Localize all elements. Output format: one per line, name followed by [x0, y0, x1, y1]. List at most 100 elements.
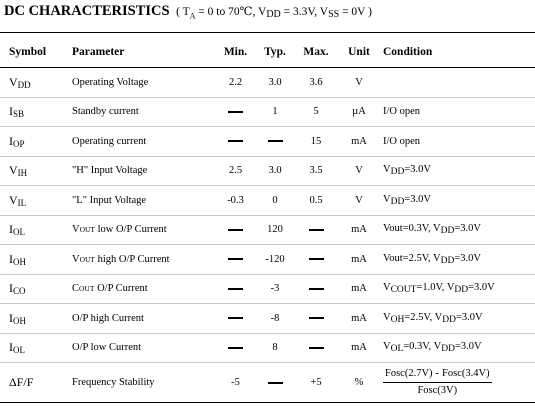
symbol-subscript: IL: [17, 197, 27, 208]
condition-symbol-sub: DD: [440, 255, 455, 266]
dc-characteristics-table: Symbol Parameter Min. Typ. Max. Unit Con…: [0, 32, 535, 403]
formula-term: Fosc(3.4V): [442, 368, 490, 379]
dash-mark: [267, 381, 283, 384]
max-value: [294, 215, 338, 245]
parameter-symbol-sub: OUT: [79, 225, 96, 235]
unit-value: mA: [351, 224, 367, 236]
symbol-cell: IOL: [0, 333, 66, 363]
condition-value: =3.0V: [456, 311, 483, 323]
condition-cell: [380, 68, 535, 98]
symbol-cell: VDD: [0, 68, 66, 98]
max-value: +5: [310, 377, 322, 388]
parameter-cell: O/P high Current: [66, 304, 215, 334]
unit-value: %: [354, 377, 364, 388]
max-value: 5: [313, 106, 319, 118]
typ-value: 8: [272, 342, 278, 354]
condition-value: =3.0V: [454, 223, 481, 235]
parameter-cell: Frequency Stability: [66, 363, 215, 403]
dash-mark: [228, 317, 243, 320]
condition-text: I/O open: [383, 106, 421, 118]
symbol-cell: IOH: [0, 304, 66, 334]
dash-mark: [308, 346, 324, 349]
condition-symbol: V: [383, 282, 391, 294]
parameter-text: low O/P Current: [95, 224, 167, 236]
table-row: IOP Operating current 15 mA I/O open: [0, 127, 535, 157]
parameter-symbol-sub: OUT: [79, 284, 95, 294]
header-unit: Unit: [338, 32, 380, 68]
condition-symbol-sub: DD: [390, 167, 405, 178]
table-row: IOL O/P low Current 8 mA VOL=0.3V, VDD=3.0V: [0, 333, 535, 363]
table-row: IOH VOUT high O/P Current -120 mA Vout=2.5V,…: [0, 245, 535, 275]
symbol-base: I: [9, 133, 13, 148]
min-value: [215, 215, 256, 245]
symbol-cell: VIH: [0, 156, 66, 186]
symbol-cell: VIL: [0, 186, 66, 216]
dash-mark: [308, 287, 324, 290]
min-value: [215, 333, 256, 363]
parameter-cell: VOUT low O/P Current: [66, 215, 215, 245]
condition-value: =3.0V: [404, 164, 431, 176]
typ-value: 120: [267, 224, 283, 236]
parameter-cell: Operating current: [66, 127, 215, 157]
table-row: IOL VOUT low O/P Current 120 mA Vout=0.3V, V…: [0, 215, 535, 245]
table-header-row: Symbol Parameter Min. Typ. Max. Unit Con…: [0, 32, 535, 68]
max-value: [294, 304, 338, 334]
dash-mark: [228, 228, 243, 231]
parameter-cell: Operating Voltage: [66, 68, 215, 98]
condition-symbol-sub: DD: [441, 344, 455, 355]
condition-cell: VDD=3.0V: [380, 156, 535, 186]
condition-cell: I/O open: [380, 97, 535, 127]
condition-text: Vout=0.3V,: [383, 223, 433, 235]
parameter-text: O/P low Current: [72, 342, 142, 354]
parameter-cell: VOUT high O/P Current: [66, 245, 215, 275]
typ-value: -3: [270, 283, 280, 295]
typ-value: -8: [270, 312, 280, 324]
condition-symbol: V: [383, 311, 391, 323]
dash-mark: [267, 140, 283, 143]
header-parameter: Parameter: [66, 32, 215, 68]
condition-symbol-sub: OH: [390, 314, 405, 325]
condition-symbol: V: [383, 193, 391, 205]
parameter-text: O/P Current: [94, 283, 148, 295]
dash-mark: [228, 258, 243, 261]
condition-symbol-sub: DD: [390, 196, 405, 207]
parameter-cell: "H" Input Voltage: [66, 156, 215, 186]
symbol-base: I: [9, 104, 13, 119]
unit-value: mA: [351, 135, 367, 147]
symbol-base: I: [9, 310, 13, 325]
typ-value: [256, 363, 294, 403]
parameter-text: "H" Input Voltage: [72, 165, 148, 177]
formula-minus: -: [435, 368, 440, 379]
symbol-subscript: OP: [13, 138, 25, 149]
parameter-text: Operating Voltage: [72, 76, 149, 88]
unit-value: V: [355, 76, 363, 88]
header-symbol: Symbol: [0, 32, 66, 68]
unit-value: mA: [351, 253, 367, 265]
condition-symbol-sub: COUT: [390, 285, 417, 296]
condition-cell: I/O open: [380, 127, 535, 157]
dash-mark: [308, 228, 324, 231]
dash-mark: [228, 140, 243, 143]
symbol-cell: ISB: [0, 97, 66, 127]
table-row: ΔF/F Frequency Stability -5 +5% Fosc(2.7V) - F…: [0, 363, 535, 403]
parameter-text: high O/P Current: [95, 253, 170, 265]
typ-value: [256, 127, 294, 157]
table-row: VIL "L" Input Voltage -0.3 0 0.5 V VDD=3.0V: [0, 186, 535, 216]
condition-symbol-sub: OL: [390, 344, 404, 355]
min-value: [215, 97, 256, 127]
condition-value: =3.0V: [468, 282, 495, 294]
symbol-cell: IOP: [0, 127, 66, 157]
condition-text: I/O open: [383, 135, 421, 147]
unit-value: mA: [351, 312, 367, 324]
symbol-subscript: OH: [13, 315, 26, 326]
dash-mark: [308, 258, 324, 261]
formula-term: Fosc(2.7V): [385, 368, 433, 379]
condition-cell: Vout=2.5V, VDD=3.0V: [380, 245, 535, 275]
condition-value: =2.5V,: [404, 311, 435, 323]
max-value: 15: [310, 135, 322, 147]
condition-symbol: V: [446, 282, 455, 294]
dash-mark: [228, 110, 243, 113]
title-main: DC CHARACTERISTICS: [4, 3, 170, 19]
max-value: 3.6: [309, 76, 323, 88]
symbol-subscript: OL: [13, 227, 25, 238]
